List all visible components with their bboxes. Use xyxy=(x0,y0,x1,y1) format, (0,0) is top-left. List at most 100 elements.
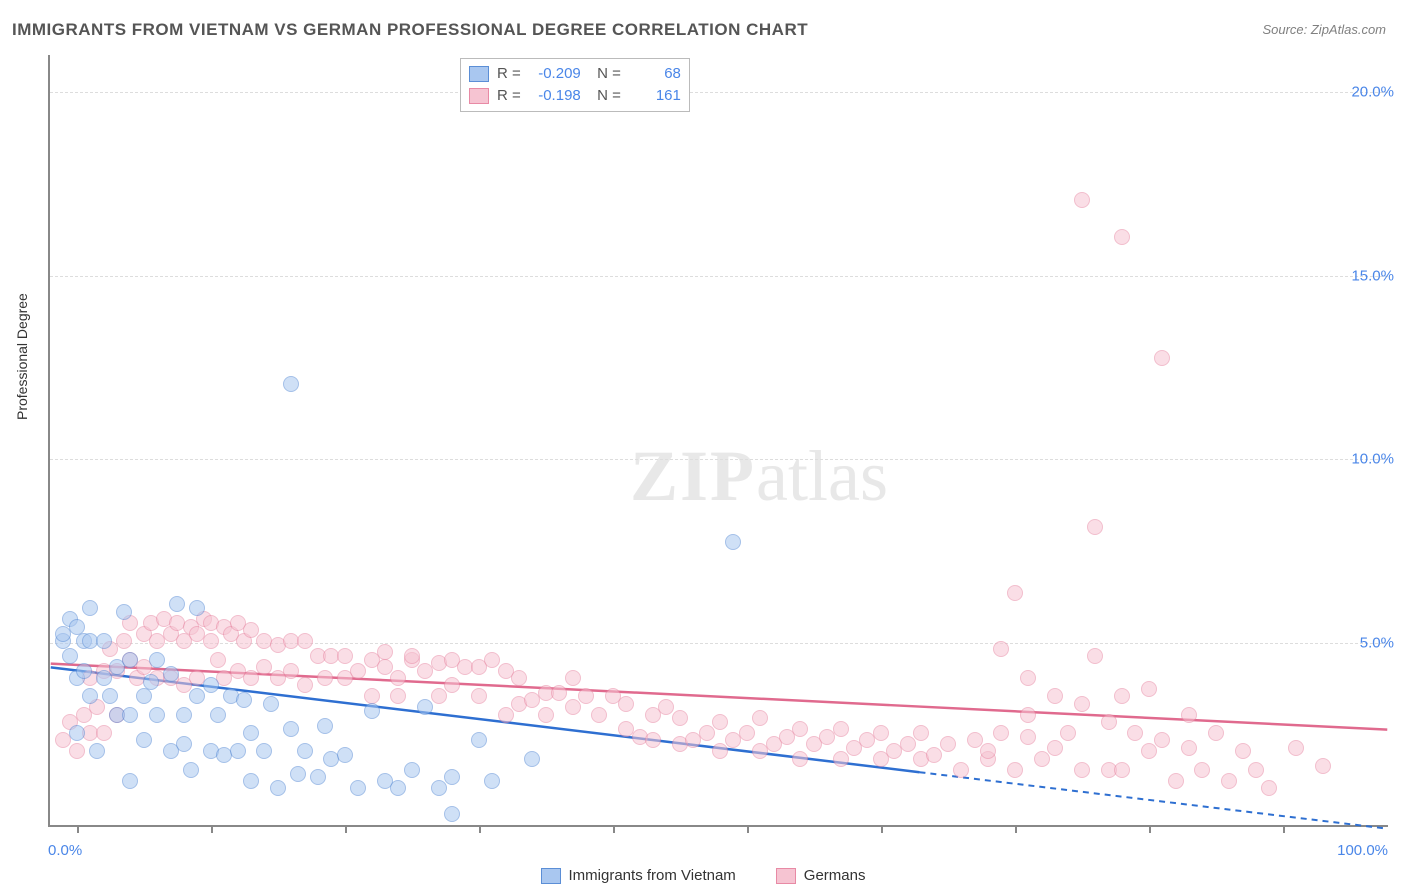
data-point-vietnam xyxy=(203,677,219,693)
data-point-german xyxy=(538,707,554,723)
watermark-atlas: atlas xyxy=(756,436,888,516)
data-point-german xyxy=(1235,743,1251,759)
y-axis-label: Professional Degree xyxy=(14,293,30,420)
data-point-vietnam xyxy=(444,769,460,785)
data-point-german xyxy=(337,648,353,664)
data-point-german xyxy=(243,670,259,686)
data-point-german xyxy=(471,688,487,704)
data-point-german xyxy=(658,699,674,715)
data-point-vietnam xyxy=(417,699,433,715)
data-point-german xyxy=(1127,725,1143,741)
data-point-vietnam xyxy=(243,725,259,741)
data-point-german xyxy=(645,732,661,748)
data-point-german xyxy=(1288,740,1304,756)
data-point-german xyxy=(1261,780,1277,796)
data-point-german xyxy=(96,725,112,741)
data-point-german xyxy=(1154,732,1170,748)
data-point-vietnam xyxy=(136,732,152,748)
trend-line-dashed-vietnam xyxy=(919,772,1387,828)
data-point-german xyxy=(283,663,299,679)
data-point-vietnam xyxy=(725,534,741,550)
data-point-german xyxy=(913,725,929,741)
legend-label-vietnam: Immigrants from Vietnam xyxy=(569,867,736,884)
data-point-vietnam xyxy=(524,751,540,767)
data-point-vietnam xyxy=(263,696,279,712)
data-point-german xyxy=(1114,229,1130,245)
data-point-german xyxy=(498,707,514,723)
data-point-vietnam xyxy=(122,773,138,789)
swatch-german xyxy=(776,868,796,884)
data-point-german xyxy=(243,622,259,638)
data-point-german xyxy=(739,725,755,741)
data-point-vietnam xyxy=(270,780,286,796)
data-point-german xyxy=(873,725,889,741)
data-point-vietnam xyxy=(236,692,252,708)
xtick xyxy=(345,825,347,833)
data-point-vietnam xyxy=(484,773,500,789)
data-point-vietnam xyxy=(96,670,112,686)
legend-row-german: R = -0.198 N = 161 xyxy=(469,85,681,107)
r-label: R = xyxy=(497,63,521,85)
data-point-german xyxy=(1047,688,1063,704)
data-point-vietnam xyxy=(69,619,85,635)
data-point-vietnam xyxy=(102,688,118,704)
data-point-german xyxy=(1168,773,1184,789)
data-point-vietnam xyxy=(310,769,326,785)
data-point-german xyxy=(833,751,849,767)
legend-label-german: Germans xyxy=(804,867,866,884)
data-point-vietnam xyxy=(243,773,259,789)
n-value-german: 161 xyxy=(629,85,681,107)
ytick-label: 20.0% xyxy=(1351,83,1394,100)
data-point-german xyxy=(1221,773,1237,789)
data-point-german xyxy=(1181,707,1197,723)
data-point-german xyxy=(591,707,607,723)
data-point-german xyxy=(1007,585,1023,601)
data-point-german xyxy=(404,648,420,664)
data-point-german xyxy=(116,633,132,649)
data-point-vietnam xyxy=(431,780,447,796)
data-point-vietnam xyxy=(116,604,132,620)
xtick xyxy=(479,825,481,833)
data-point-german xyxy=(210,652,226,668)
ytick-label: 10.0% xyxy=(1351,451,1394,468)
data-point-german xyxy=(752,710,768,726)
data-point-german xyxy=(1248,762,1264,778)
data-point-vietnam xyxy=(297,743,313,759)
source-attribution: Source: ZipAtlas.com xyxy=(1262,22,1386,37)
data-point-german xyxy=(256,659,272,675)
data-point-vietnam xyxy=(136,688,152,704)
data-point-vietnam xyxy=(404,762,420,778)
r-label: R = xyxy=(497,85,521,107)
data-point-vietnam xyxy=(122,652,138,668)
x-max-label: 100.0% xyxy=(1337,842,1388,859)
data-point-vietnam xyxy=(283,376,299,392)
data-point-vietnam xyxy=(96,633,112,649)
n-label: N = xyxy=(589,85,621,107)
data-point-german xyxy=(1114,688,1130,704)
data-point-vietnam xyxy=(350,780,366,796)
data-point-german xyxy=(377,644,393,660)
data-point-vietnam xyxy=(283,721,299,737)
legend-item-vietnam: Immigrants from Vietnam xyxy=(541,867,736,884)
data-point-vietnam xyxy=(82,688,98,704)
data-point-german xyxy=(511,670,527,686)
data-point-german xyxy=(712,743,728,759)
data-point-german xyxy=(1101,714,1117,730)
swatch-vietnam xyxy=(541,868,561,884)
data-point-german xyxy=(1087,648,1103,664)
data-point-vietnam xyxy=(176,707,192,723)
data-point-german xyxy=(1181,740,1197,756)
watermark-zip: ZIP xyxy=(630,436,756,516)
gridline xyxy=(50,276,1388,277)
data-point-german xyxy=(1020,707,1036,723)
data-point-vietnam xyxy=(62,648,78,664)
data-point-german xyxy=(712,714,728,730)
data-point-german xyxy=(1074,696,1090,712)
data-point-german xyxy=(1194,762,1210,778)
data-point-german xyxy=(203,633,219,649)
data-point-german xyxy=(980,743,996,759)
data-point-german xyxy=(967,732,983,748)
data-point-vietnam xyxy=(122,707,138,723)
data-point-vietnam xyxy=(444,806,460,822)
data-point-vietnam xyxy=(163,666,179,682)
